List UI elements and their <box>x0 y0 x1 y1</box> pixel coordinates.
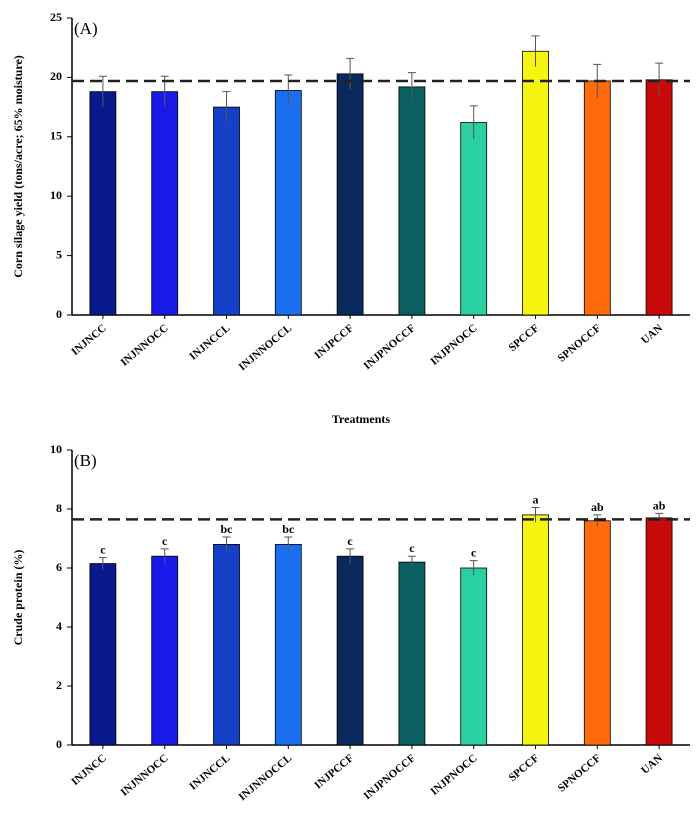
significance-letter: ab <box>591 500 604 514</box>
significance-letter: c <box>162 534 168 548</box>
x-tick-label: INJNNOCCL <box>236 322 294 373</box>
bar <box>213 106 240 316</box>
bar <box>583 520 611 746</box>
bar <box>89 91 117 316</box>
y-tick-label: 25 <box>50 10 62 24</box>
error-bar <box>469 105 478 140</box>
error-bar <box>346 548 355 564</box>
error-bar <box>531 507 540 523</box>
y-tick-label: 20 <box>50 69 62 83</box>
error-bar <box>222 536 231 552</box>
significance-letter: c <box>347 534 353 548</box>
significance-letter: bc <box>282 522 295 536</box>
y-tick-label: 2 <box>56 678 62 692</box>
significance-letter: bc <box>221 522 234 536</box>
x-tick-label: INJPCCF <box>312 752 356 792</box>
bar <box>274 90 302 316</box>
error-bar <box>407 72 416 102</box>
bar <box>398 561 426 746</box>
bar <box>522 514 549 746</box>
bar <box>151 91 179 316</box>
x-tick-label: INJNNOCC <box>118 752 170 799</box>
x-tick-label: SPCCF <box>507 752 542 784</box>
x-tick-label: SPNOCCF <box>556 322 604 365</box>
error-bar <box>531 35 540 67</box>
y-tick-label: 15 <box>50 129 62 143</box>
x-tick-label: INJNCCL <box>187 322 232 363</box>
x-tick-label: UAN <box>639 322 665 347</box>
bar <box>151 555 179 746</box>
x-tick-label: SPNOCCF <box>556 752 604 795</box>
error-bar <box>98 557 107 570</box>
x-tick-label: INJPNOCC <box>428 752 479 798</box>
bar <box>583 80 611 316</box>
y-tick-label: 10 <box>50 442 62 456</box>
x-tick-label: INJPNOCCF <box>361 322 418 372</box>
bar <box>213 544 240 746</box>
y-axis-title: Corn silage yield (tons/acre; 65% moistu… <box>11 55 25 278</box>
x-tick-label: INJNCC <box>69 322 109 358</box>
bar <box>460 567 488 746</box>
error-bar <box>222 91 231 123</box>
y-tick-label: 0 <box>56 737 62 751</box>
significance-letter: a <box>533 493 539 507</box>
x-tick-label: INJPNOCCF <box>361 752 418 802</box>
y-tick-label: 10 <box>50 188 62 202</box>
panel-label: (B) <box>74 451 97 470</box>
x-tick-label: INJNNOCC <box>118 322 170 369</box>
bar <box>89 563 117 746</box>
error-bar <box>160 548 169 564</box>
bar <box>336 73 364 316</box>
significance-letter: ab <box>653 498 666 512</box>
significance-letter: c <box>100 543 106 557</box>
bar <box>398 86 426 316</box>
y-tick-label: 8 <box>56 501 62 515</box>
x-axis-title: Treatments <box>332 412 391 426</box>
bar <box>336 555 364 746</box>
x-tick-label: INJNCC <box>69 752 109 788</box>
bar <box>522 50 549 316</box>
bar <box>274 544 302 746</box>
error-bar <box>284 536 293 552</box>
significance-letter: c <box>409 541 415 555</box>
bar <box>645 79 673 316</box>
error-bar <box>593 514 602 527</box>
y-tick-label: 0 <box>56 307 62 321</box>
bar <box>460 122 488 316</box>
error-bar <box>469 560 478 576</box>
x-tick-label: INJPNOCC <box>428 322 479 368</box>
error-bar <box>407 555 416 568</box>
x-tick-label: INJNCCL <box>187 752 232 793</box>
error-bar <box>346 57 355 90</box>
significance-letter: c <box>471 546 477 560</box>
y-axis-title: Crude protein (%) <box>11 550 25 646</box>
y-tick-label: 6 <box>56 560 62 574</box>
y-tick-label: 5 <box>56 247 62 261</box>
y-tick-label: 4 <box>56 619 62 633</box>
bar <box>645 517 673 746</box>
error-bar <box>655 512 664 523</box>
panel-label: (A) <box>74 19 98 38</box>
x-tick-label: SPCCF <box>507 322 542 354</box>
error-bar <box>98 75 107 108</box>
x-tick-label: INJNNOCCL <box>236 752 294 803</box>
x-tick-label: UAN <box>639 752 665 777</box>
x-tick-label: INJPCCF <box>312 322 356 362</box>
